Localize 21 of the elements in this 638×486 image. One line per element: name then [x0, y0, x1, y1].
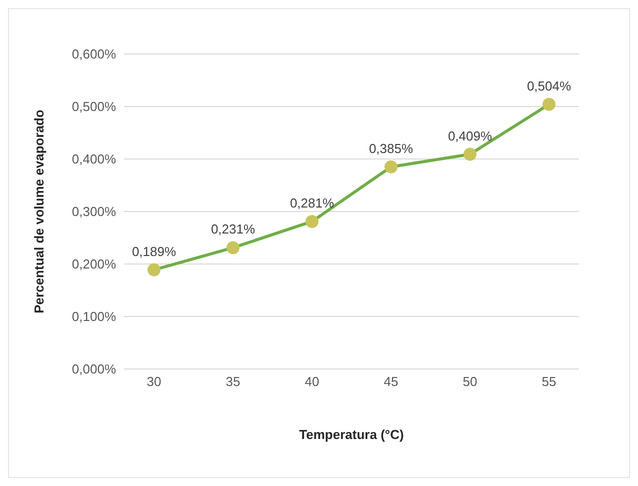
data-label: 0,409% — [448, 128, 492, 144]
y-tick-label: 0,600% — [72, 46, 116, 62]
x-tick-label: 40 — [304, 374, 320, 390]
x-tick-label: 55 — [542, 374, 556, 390]
y-tick-label: 0,300% — [72, 204, 116, 220]
y-tick-label: 0,400% — [72, 152, 116, 167]
data-label: 0,281% — [290, 195, 334, 210]
x-tick-label: 30 — [146, 374, 162, 390]
data-label: 0,189% — [132, 244, 176, 259]
data-label: 0,385% — [368, 140, 414, 156]
data-label: 0,504% — [526, 78, 572, 94]
x-tick-label: 45 — [384, 374, 398, 390]
x-tick-label: 50 — [462, 374, 478, 390]
y-tick-label: 0,000% — [72, 362, 116, 377]
x-tick-label: 35 — [226, 374, 240, 390]
y-tick-label: 0,500% — [72, 99, 116, 114]
y-tick-label: 0,200% — [72, 256, 116, 272]
y-axis-title: Percentual de volume evaporado — [32, 110, 47, 314]
x-axis-title: Temperatura (°C) — [299, 427, 404, 442]
y-tick-label: 0,100% — [72, 309, 116, 324]
data-label: 0,231% — [210, 222, 256, 237]
